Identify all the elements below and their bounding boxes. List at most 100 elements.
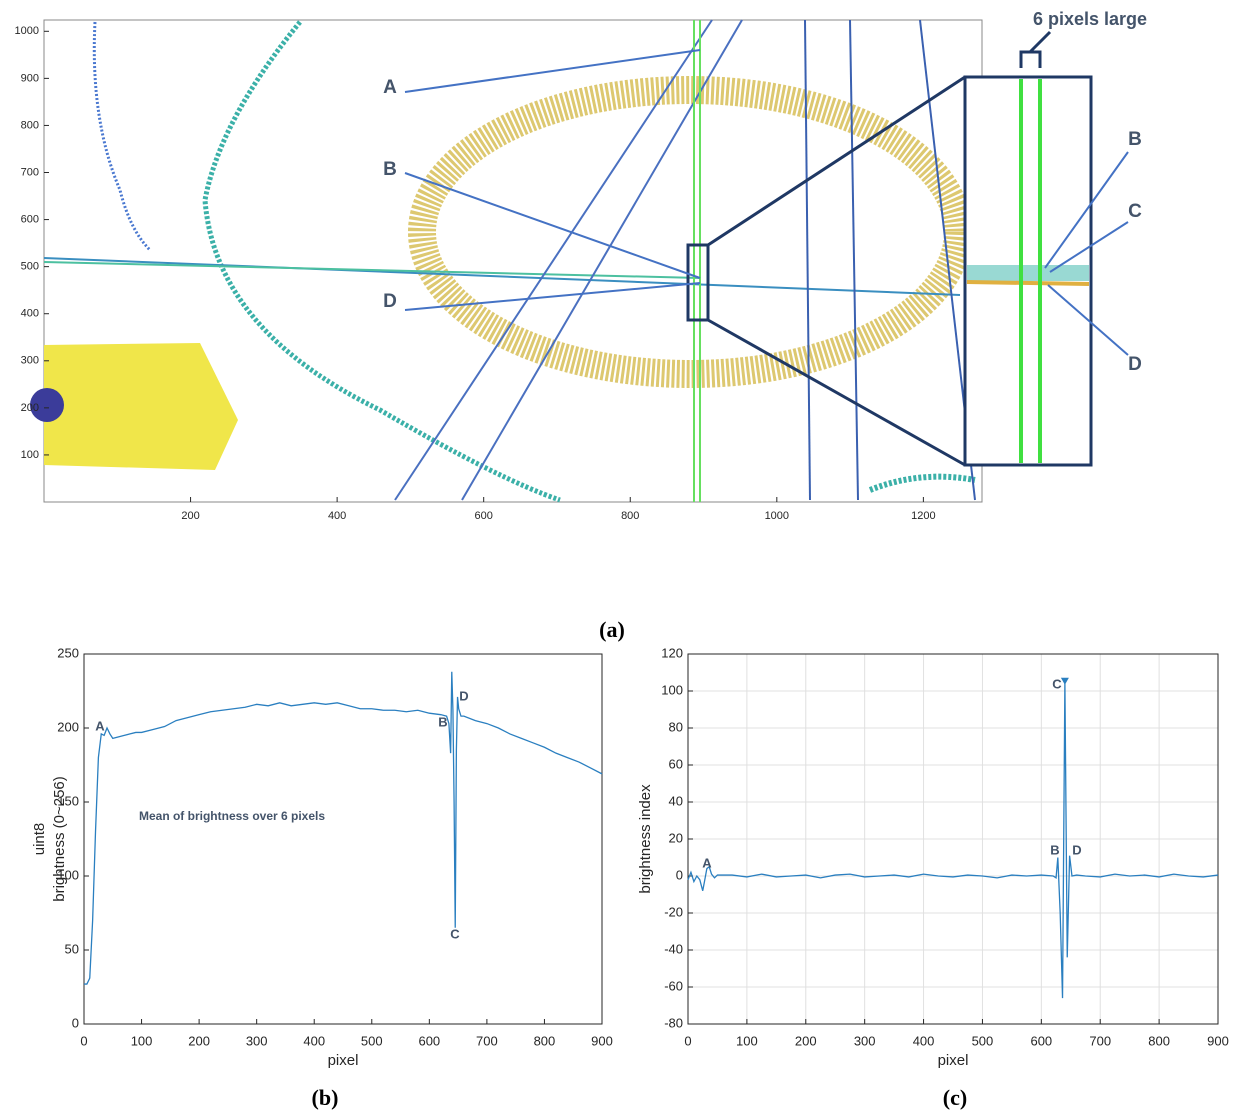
x-tick-label: 800 (1148, 1033, 1170, 1048)
x-tick-label: 500 (361, 1033, 383, 1048)
x-tick-label: 400 (328, 510, 346, 522)
y-axis-label: uint8 (31, 823, 48, 856)
y-tick-label: 60 (669, 756, 683, 771)
caption: (c) (943, 1085, 967, 1110)
y-axis-label: brightness (0~256) (51, 776, 68, 902)
arrow (404, 282, 701, 311)
peak-marker (1060, 677, 1069, 685)
x-tick-label: 400 (913, 1033, 935, 1048)
annotation: C (1052, 676, 1062, 691)
x-tick-label: 200 (181, 510, 199, 522)
x-tick-label: 100 (736, 1033, 758, 1048)
inset-annotation: B (1128, 129, 1142, 150)
annotation: A (383, 77, 397, 98)
road-edge (461, 19, 743, 501)
x-tick-label: 300 (246, 1033, 268, 1048)
x-tick-label: 0 (80, 1033, 87, 1048)
zoom-line (707, 318, 966, 467)
plot-frame (687, 653, 1219, 1025)
y-axis-label: brightness index (637, 784, 654, 894)
y-tick-label: 200 (21, 402, 39, 414)
zoom-box (686, 243, 710, 322)
y-tick-label: -80 (664, 1015, 683, 1030)
annotation: C (450, 926, 460, 941)
y-tick-label: 500 (21, 261, 39, 273)
bracket (1019, 30, 1052, 68)
x-tick-label: 600 (1030, 1033, 1052, 1048)
x-tick-label: 800 (534, 1033, 556, 1048)
x-tick-label: 400 (303, 1033, 325, 1048)
arrow (404, 49, 701, 93)
x-tick-label: 0 (684, 1033, 691, 1048)
x-tick-label: 1000 (765, 510, 789, 522)
inset-feature (966, 280, 1090, 286)
x-tick-label: 200 (188, 1033, 210, 1048)
y-tick-label: 40 (669, 793, 683, 808)
y-tick-label: 600 (21, 213, 39, 225)
plot-area (83, 653, 603, 1025)
annotation: Mean of brightness over 6 pixels (139, 809, 325, 823)
teal-curve (868, 473, 976, 493)
y-tick-label: 20 (669, 830, 683, 845)
y-tick-label: 100 (21, 449, 39, 461)
y-tick-label: 800 (21, 119, 39, 131)
caption: (b) (312, 1085, 339, 1110)
inset-feature (967, 265, 1089, 281)
x-tick-label: 300 (854, 1033, 876, 1048)
annotation: D (383, 291, 397, 312)
inset-label: 6 pixels large (1033, 9, 1147, 29)
x-tick-label: 900 (1207, 1033, 1229, 1048)
y-tick-label: 120 (661, 645, 683, 660)
y-tick-label: 200 (57, 719, 79, 734)
y-tick-label: -40 (664, 941, 683, 956)
annotation: D (1072, 842, 1081, 857)
arrow (1047, 284, 1129, 356)
x-tick-label: 200 (795, 1033, 817, 1048)
y-tick-label: 0 (72, 1015, 79, 1030)
y-tick-label: 900 (21, 72, 39, 84)
inset-annotation: D (1128, 354, 1142, 375)
x-tick-label: 900 (591, 1033, 613, 1048)
arrow (1049, 221, 1129, 273)
y-tick-label: 300 (21, 355, 39, 367)
annotation: B (438, 714, 447, 729)
x-tick-label: 800 (621, 510, 639, 522)
y-tick-label: 1000 (15, 25, 39, 37)
y-tick-label: 0 (676, 867, 683, 882)
yellow-region (44, 343, 238, 470)
line-series (687, 681, 1219, 999)
line-series (84, 671, 603, 985)
inset-annotation: C (1128, 201, 1142, 222)
x-axis-label: pixel (328, 1052, 359, 1069)
y-tick-label: 100 (661, 682, 683, 697)
road-edge (394, 19, 713, 501)
vertical-road (849, 19, 859, 501)
y-tick-label: 150 (57, 793, 79, 808)
y-tick-label: 80 (669, 719, 683, 734)
vertical-road (804, 19, 811, 501)
purple-blob (30, 388, 64, 422)
annotation: B (1050, 842, 1059, 857)
annotation: D (459, 688, 468, 703)
zoom-line (707, 75, 966, 247)
y-tick-label: 400 (21, 308, 39, 320)
x-tick-label: 500 (972, 1033, 994, 1048)
x-tick-label: 1200 (911, 510, 935, 522)
x-tick-label: 700 (1089, 1033, 1111, 1048)
yellow-ring (408, 76, 972, 388)
annotation: A (702, 855, 712, 870)
arrow (1044, 151, 1129, 269)
x-tick-label: 600 (475, 510, 493, 522)
image-content (30, 19, 1129, 833)
x-axis-label: pixel (938, 1052, 969, 1069)
annotation: B (383, 159, 397, 180)
y-tick-label: -20 (664, 904, 683, 919)
y-tick-label: 700 (21, 166, 39, 178)
y-tick-label: 250 (57, 645, 79, 660)
y-tick-label: -60 (664, 978, 683, 993)
x-tick-label: 600 (418, 1033, 440, 1048)
y-tick-label: 100 (57, 867, 79, 882)
annotation: A (95, 718, 105, 733)
